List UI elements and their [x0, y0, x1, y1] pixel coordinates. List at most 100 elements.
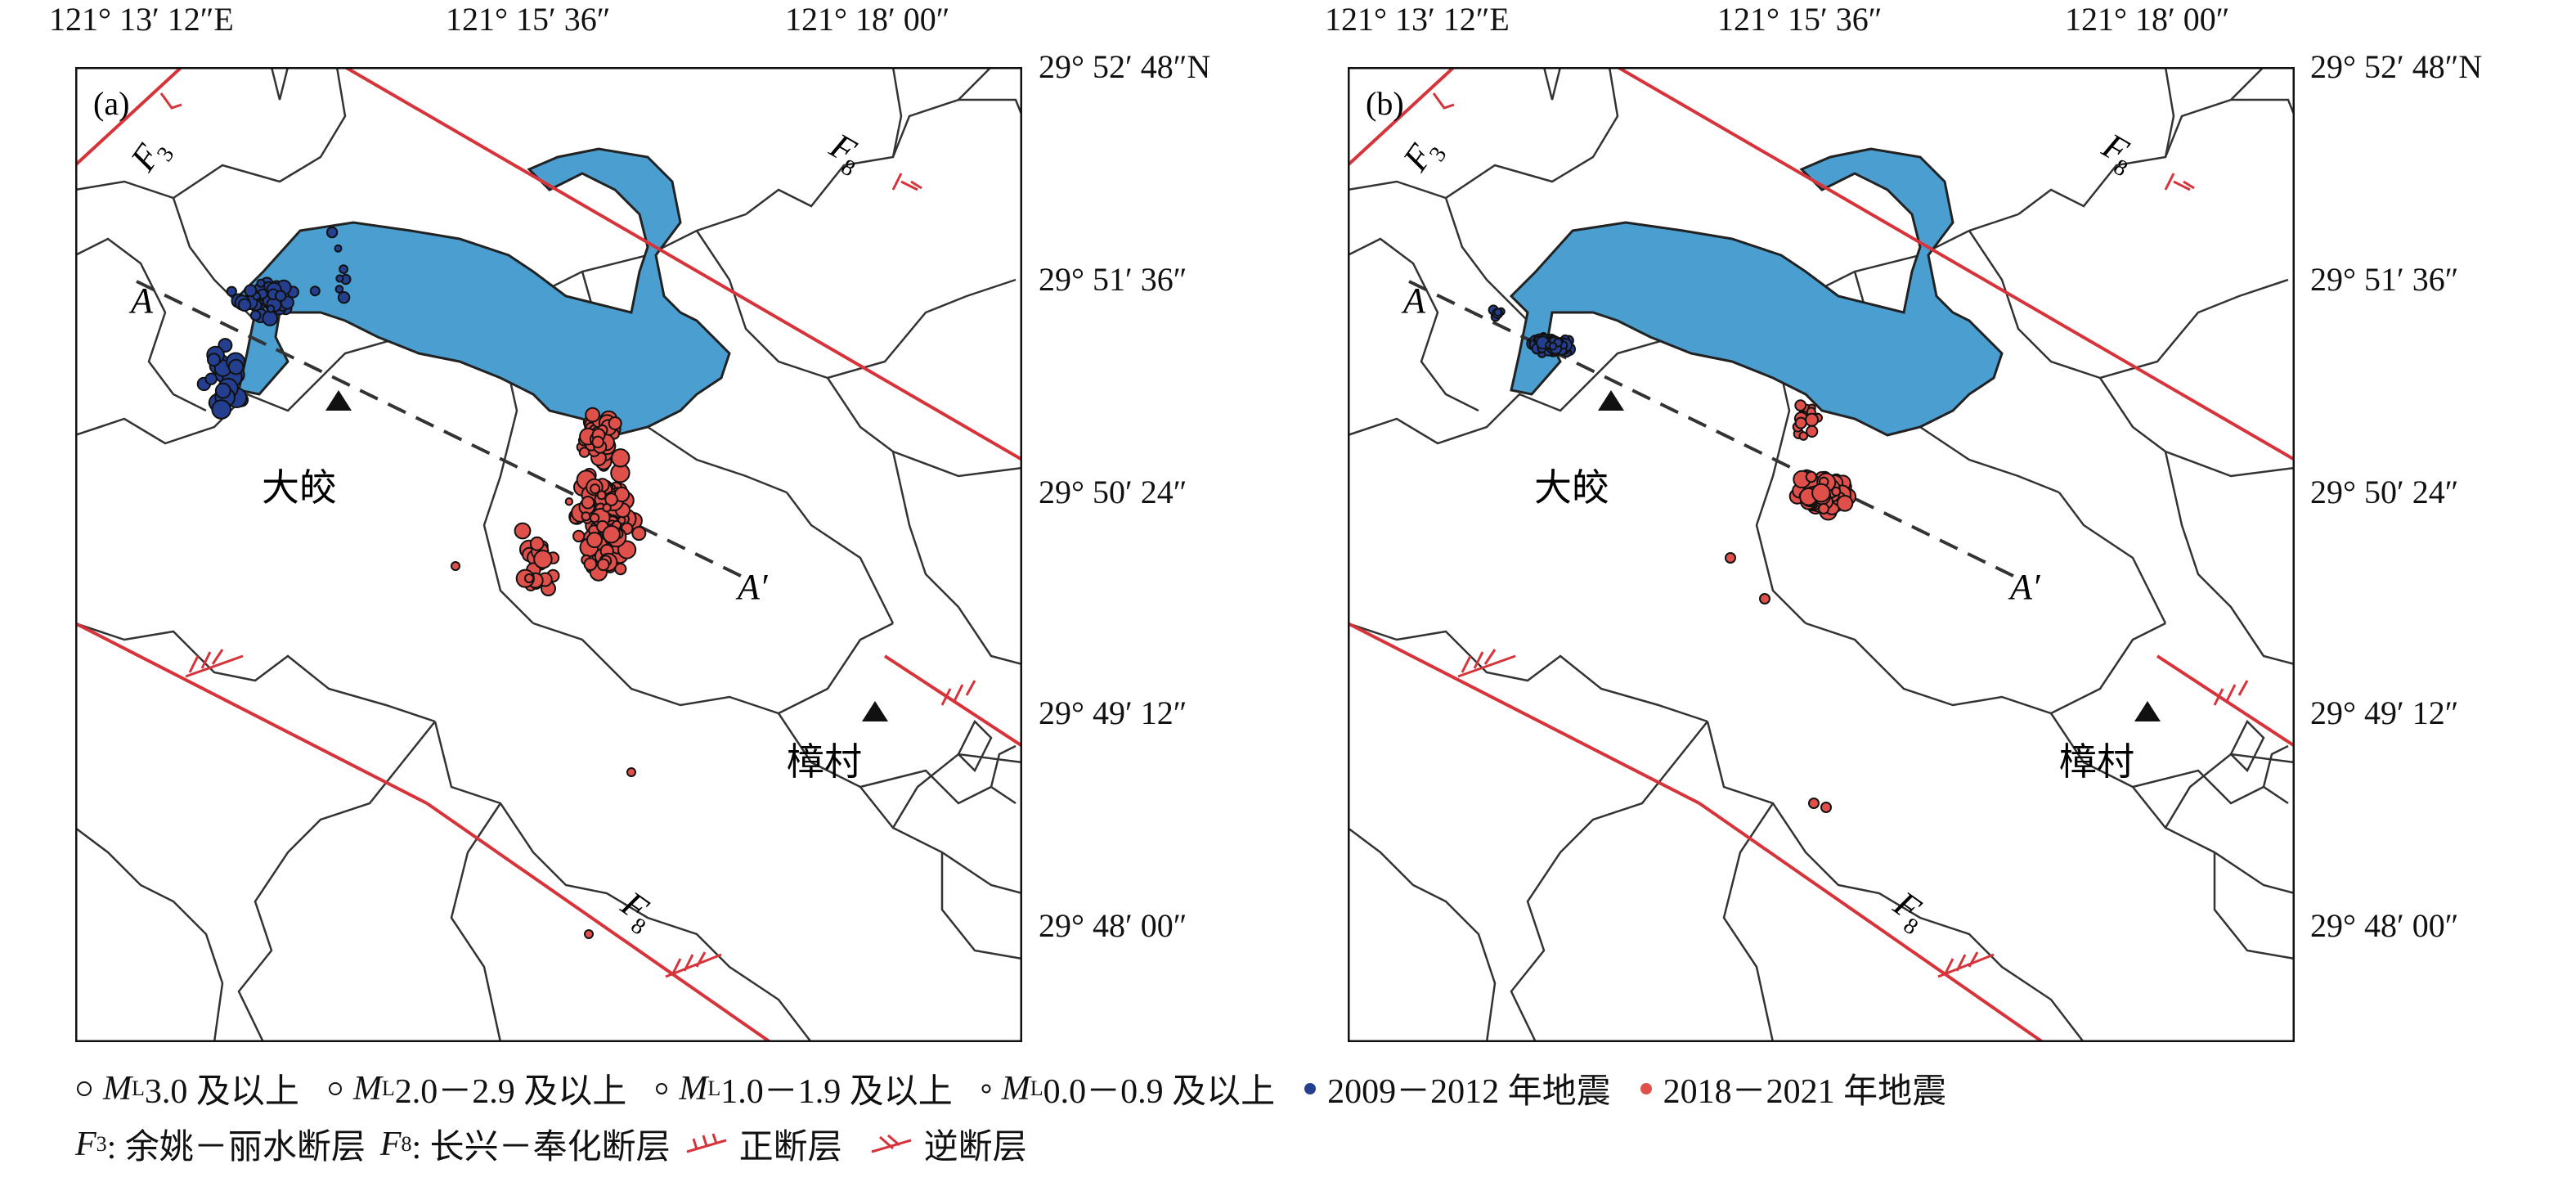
earthquake-point	[581, 511, 591, 522]
earthquake-point	[266, 304, 276, 313]
lon-label-2-b: 121° 15′ 36″	[1717, 1, 1883, 38]
fault-label-f8-top: F 8	[2095, 125, 2136, 182]
earthquake-point	[339, 264, 349, 275]
earthquake-point	[533, 550, 553, 569]
lat-label-3-b: 29° 50′ 24″	[2310, 474, 2459, 510]
earthquake-point	[1818, 502, 1829, 515]
fault-ticks	[159, 92, 976, 978]
earthquake-point	[1759, 593, 1770, 604]
earthquake-point	[1794, 416, 1807, 429]
earthquake-point	[256, 278, 266, 288]
earthquake-point	[244, 284, 258, 298]
earthquake-point	[578, 447, 590, 458]
earthquake-point	[1831, 486, 1842, 497]
earthquake-point	[602, 525, 621, 544]
earthquake-point	[524, 573, 534, 583]
earthquake-point	[211, 399, 231, 420]
profile-start-label: A	[128, 281, 154, 321]
lat-label-2-b: 29° 51′ 36″	[2310, 261, 2459, 298]
earthquake-point	[325, 226, 339, 239]
legend-period-2: 2018－2021 年地震	[1639, 1063, 1946, 1113]
earthquake-point	[1548, 342, 1558, 351]
earthquake-point	[1805, 470, 1818, 483]
fault-label-f8-bottom: F 8	[613, 883, 656, 940]
earthquake-point	[1806, 425, 1819, 438]
legend-circle-large-icon	[77, 1081, 92, 1096]
earthquake-point	[514, 522, 532, 540]
lat-label-4-b: 29° 49′ 12″	[2310, 694, 2459, 731]
earthquake-point	[249, 309, 262, 321]
earthquake-point	[262, 310, 278, 326]
earthquake-point	[1805, 412, 1819, 427]
normal-fault-icon	[686, 1133, 727, 1153]
station-triangle-2	[862, 701, 888, 721]
legend-reverse-fault: 逆断层	[870, 1119, 1027, 1169]
lat-label-3-a: 29° 50′ 24″	[1039, 474, 1187, 510]
fault-lines	[1348, 67, 2295, 1042]
legend-mag-3: M L 3.0 及以上	[75, 1063, 299, 1113]
station-triangle-1	[1598, 390, 1624, 411]
legend-circle-tiny-icon	[981, 1084, 991, 1093]
reverse-fault-icon	[871, 1134, 912, 1153]
legend-circle-small-icon	[656, 1082, 668, 1094]
earthquake-point	[451, 561, 460, 571]
earthquake-point	[611, 448, 631, 468]
profile-line-b	[1408, 280, 2019, 580]
boundary-lines	[1348, 67, 2295, 1042]
lat-label-5-b: 29° 48′ 00″	[2310, 907, 2459, 944]
town-label-dajiao: 大皎	[1534, 467, 1609, 509]
earthquake-point	[572, 529, 586, 543]
map-panel-a: (a) A A′ 大皎 樟村 F 3 F 8 F 8	[75, 67, 1022, 1042]
station-triangle-2	[2134, 701, 2161, 721]
fault-lines	[75, 67, 1022, 1042]
map-panel-b: (b) A A′ 大皎 樟村 F 3 F 8 F 8	[1348, 67, 2295, 1042]
earthquakes-2018-2021	[451, 407, 647, 939]
lat-label-1-b: 29° 52′ 48″N	[2310, 48, 2483, 85]
town-label-zhangcun: 樟村	[787, 741, 862, 783]
earthquake-point	[602, 503, 612, 513]
earthquake-point	[1725, 552, 1736, 564]
reservoir-shape	[1509, 147, 2004, 437]
panel-label: (b)	[1366, 85, 1404, 122]
legend-blue-dot-icon	[1304, 1082, 1317, 1094]
profile-end-label: A′	[735, 567, 769, 607]
earthquake-point	[626, 767, 636, 777]
legend-circle-medium-icon	[328, 1081, 342, 1095]
earthquake-point	[529, 536, 545, 551]
earthquake-point	[214, 382, 231, 399]
fault-label-f8-bottom: F 8	[1886, 883, 1928, 940]
earthquake-point	[226, 285, 237, 297]
earthquake-point	[237, 298, 252, 312]
earthquake-point	[204, 372, 218, 385]
fault-label-f3: F 3	[122, 137, 179, 179]
earthquake-point	[591, 435, 604, 448]
lon-label-1-a: 121° 13′ 12″E	[49, 1, 234, 38]
earthquake-point	[585, 407, 600, 423]
town-label-dajiao: 大皎	[262, 467, 337, 509]
lat-label-5-a: 29° 48′ 00″	[1039, 907, 1187, 944]
panel-frame	[1348, 67, 2295, 1042]
earthquake-point	[207, 353, 221, 367]
fault-label-f3: F 3	[1394, 137, 1452, 179]
earthquake-point	[631, 526, 647, 542]
earthquake-point	[584, 929, 594, 939]
panel-frame	[75, 67, 1022, 1042]
earthquake-point	[608, 416, 622, 430]
earthquake-point	[617, 540, 637, 560]
earthquake-point	[590, 483, 601, 495]
earthquake-point	[604, 492, 618, 506]
earthquakes-2009-2012	[196, 226, 352, 420]
earthquake-point	[589, 513, 600, 524]
earthquake-point	[1493, 308, 1502, 317]
earthquakes-2009-2012	[1488, 304, 1577, 358]
earthquake-point	[227, 358, 245, 375]
reservoir-shape	[236, 147, 731, 437]
town-label-zhangcun: 樟村	[2059, 741, 2134, 783]
lat-label-4-a: 29° 49′ 12″	[1039, 694, 1187, 731]
earthquake-point	[275, 290, 287, 302]
legend-red-dot-icon	[1640, 1082, 1652, 1094]
